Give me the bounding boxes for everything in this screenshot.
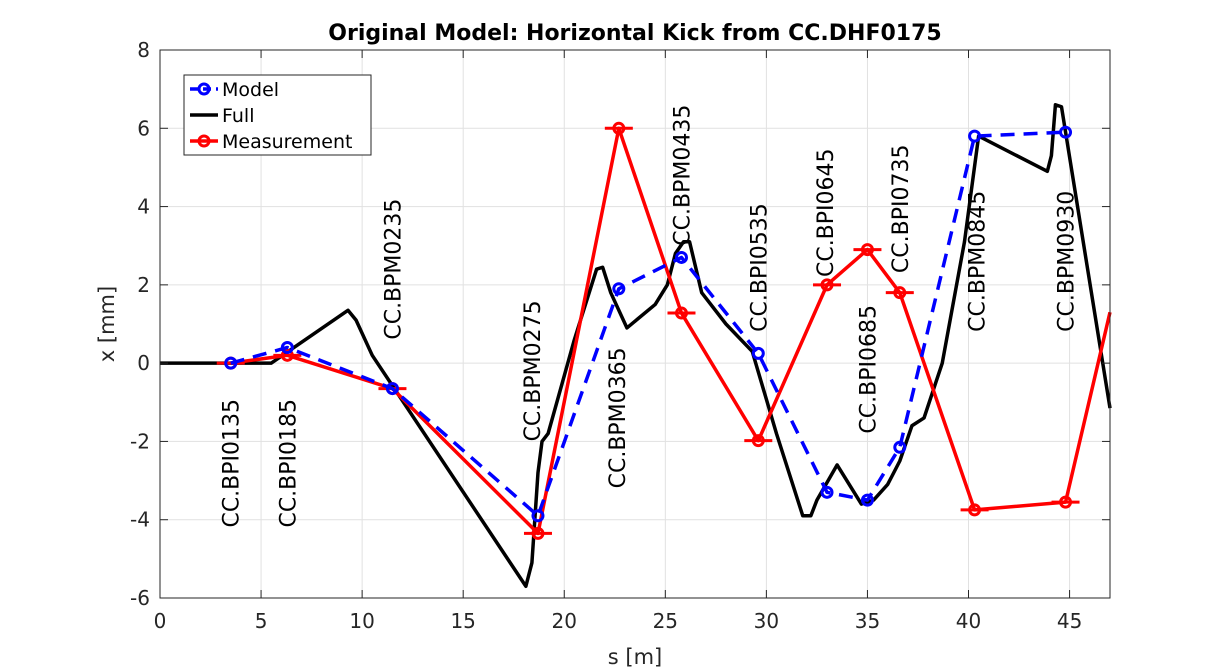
x-tick-label: 30 (754, 609, 779, 633)
x-tick-label: 35 (855, 609, 880, 633)
x-tick-label: 15 (450, 609, 475, 633)
legend-marker (197, 82, 211, 96)
bpm-label: CC.BPI0135 (220, 399, 245, 528)
x-tick-label: 10 (349, 609, 374, 633)
point-measurement (751, 434, 765, 448)
point-measurement (674, 306, 688, 320)
point-model (1059, 125, 1073, 139)
x-tick-label: 40 (956, 609, 981, 633)
x-axis-label: s [m] (608, 645, 662, 669)
point-measurement (860, 243, 874, 257)
bpm-label: CC.BPM0275 (521, 300, 546, 441)
point-model (751, 346, 765, 360)
point-model (820, 485, 834, 499)
bpm-label: CC.BPM0365 (606, 347, 631, 488)
legend-marker (197, 134, 211, 148)
series-line-full (160, 103, 1112, 589)
point-measurement (1059, 495, 1073, 509)
legend: Model Full Measurement (183, 74, 372, 156)
y-tick-label: -6 (130, 586, 150, 610)
point-measurement (612, 121, 626, 135)
bpm-label: CC.BPI0685 (856, 305, 881, 434)
bpm-label: CC.BPI0735 (889, 145, 914, 274)
y-tick-label: 8 (137, 38, 150, 62)
bpm-label: CC.BPM0930 (1055, 191, 1080, 332)
point-measurement (820, 278, 834, 292)
point-measurement (893, 286, 907, 300)
series-full (160, 103, 1112, 589)
point-measurement (280, 348, 294, 362)
point-model (224, 356, 238, 370)
bpm-label: CC.BPI0185 (276, 399, 301, 528)
annotations: CC.BPI0135 CC.BPI0185 CC.BPM0235 CC.BPM0275… (220, 105, 1080, 528)
x-tick-label: 45 (1057, 609, 1082, 633)
legend-label-measurement: Measurement (222, 131, 352, 153)
x-tick-label: 25 (653, 609, 678, 633)
series-layer (160, 103, 1112, 589)
y-tick-label: 4 (137, 195, 150, 219)
point-model (385, 382, 399, 396)
point-model (968, 129, 982, 143)
y-tick-label: -4 (130, 508, 150, 532)
point-model (280, 340, 294, 354)
tick-labels: 0 5 10 15 20 25 30 35 40 45 -6 -4 -2 0 2 4 6 8 (130, 38, 1110, 633)
x-tick-label: 0 (154, 609, 167, 633)
axes-box (159, 49, 1111, 599)
point-model (612, 282, 626, 296)
x-tick-label: 20 (552, 609, 577, 633)
series-model (224, 125, 1073, 523)
point-model (860, 493, 874, 507)
y-axis-label: x [mm] (95, 286, 119, 362)
bpm-label: CC.BPM0235 (381, 199, 406, 340)
bpm-label: CC.BPI0645 (814, 148, 839, 277)
legend-label-model: Model (222, 79, 279, 101)
y-tick-label: 6 (137, 116, 150, 140)
legend-label-full: Full (222, 105, 255, 127)
series-line-model (230, 130, 1066, 518)
x-tick-label: 5 (255, 609, 268, 633)
point-measurement (531, 526, 545, 540)
point-model (674, 250, 688, 264)
y-tick-label: 0 (137, 351, 150, 375)
y-tick-label: 2 (137, 273, 150, 297)
y-tick-label: -2 (130, 429, 150, 453)
point-model (531, 509, 545, 523)
point-model (893, 440, 907, 454)
chart-title: Original Model: Horizontal Kick from CC.… (328, 21, 941, 46)
bpm-label: CC.BPM0845 (966, 191, 991, 332)
bpm-label: CC.BPM0435 (670, 105, 695, 246)
bpm-label: CC.BPI0535 (747, 203, 772, 332)
point-measurement (968, 503, 982, 517)
